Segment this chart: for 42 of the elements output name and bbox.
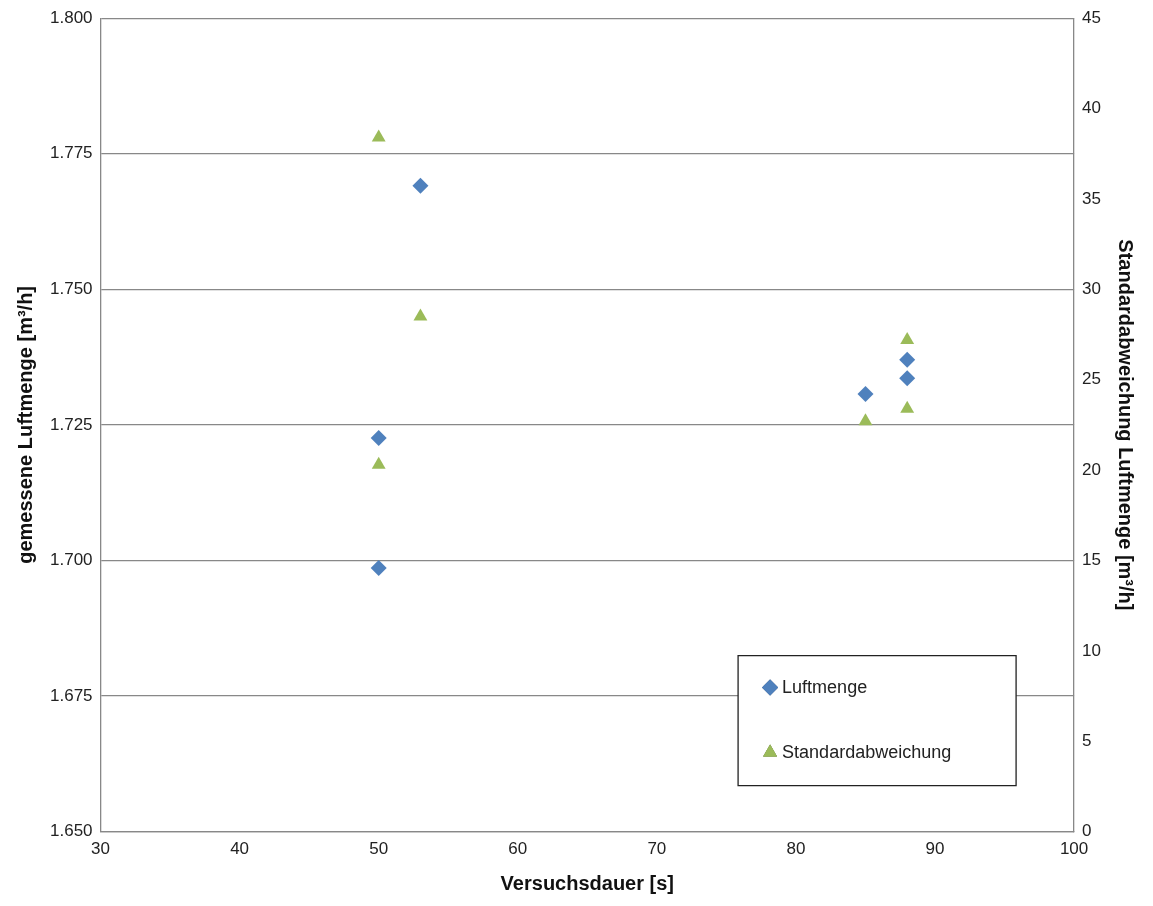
point <box>900 331 915 344</box>
y-tick-label: 1.800 <box>49 7 93 27</box>
point <box>899 370 916 387</box>
y2-tick-label: 20 <box>1082 459 1102 479</box>
y2-tick-label: 30 <box>1082 279 1102 299</box>
y2-tick-label: 5 <box>1082 730 1092 750</box>
y2-tick-label: 35 <box>1082 188 1102 208</box>
point <box>371 456 386 469</box>
y-axis-title: gemessene Luftmenge [m³/h] <box>13 285 36 564</box>
point <box>370 560 387 577</box>
y-tick-label: 1.700 <box>49 550 93 570</box>
x-tick-label: 60 <box>508 839 528 859</box>
point <box>900 400 915 413</box>
y2-tick-label: 10 <box>1082 640 1102 660</box>
x-tick-label: 40 <box>230 839 250 859</box>
x-tick-label: 80 <box>786 839 806 859</box>
point <box>413 308 428 321</box>
x-tick-label: 100 <box>1059 839 1089 859</box>
y-tick-label: 1.750 <box>49 279 93 299</box>
y2-tick-label: 45 <box>1082 7 1102 27</box>
y2-axis-title: Standardabweichung Luftmenge [m³/h] <box>1115 239 1138 611</box>
y-tick-label: 1.775 <box>49 143 93 163</box>
point <box>857 385 874 402</box>
point <box>858 413 873 426</box>
x-tick-label: 90 <box>925 839 945 859</box>
y-tick-label: 1.725 <box>49 414 93 434</box>
y2-tick-label: 0 <box>1082 821 1092 841</box>
point <box>899 351 916 368</box>
point <box>370 429 387 446</box>
y-tick-label: 1.675 <box>49 685 93 705</box>
x-tick-label: 30 <box>91 839 110 859</box>
y-tick-label: 1.650 <box>49 821 93 841</box>
point <box>412 177 429 194</box>
legend-label: Standardabweichung <box>782 741 952 762</box>
legend-label: Luftmenge <box>782 676 868 697</box>
y2-tick-label: 25 <box>1082 369 1102 389</box>
x-tick-label: 50 <box>369 839 389 859</box>
x-axis-title: Versuchsdauer [s] <box>500 871 675 894</box>
x-tick-label: 70 <box>647 839 667 859</box>
point <box>371 129 386 142</box>
y2-tick-label: 40 <box>1082 98 1102 118</box>
y2-tick-label: 15 <box>1082 550 1102 570</box>
